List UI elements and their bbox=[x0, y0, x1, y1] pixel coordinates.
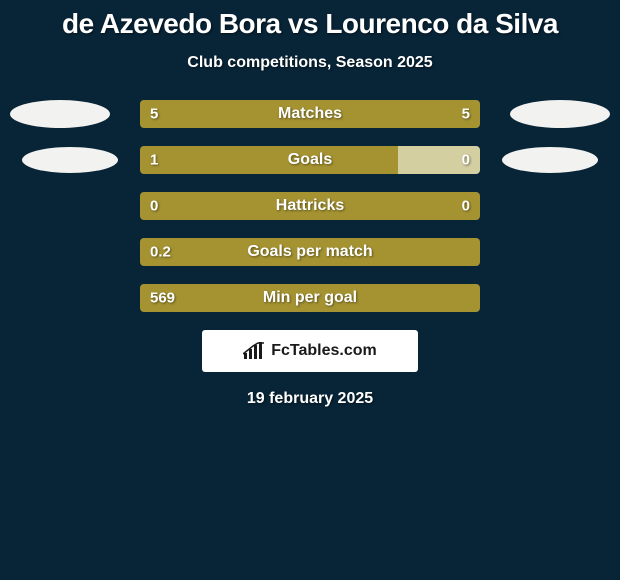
logo-text: FcTables.com bbox=[271, 342, 377, 360]
stat-row: Goals 1 0 bbox=[0, 146, 620, 174]
stat-bar: Goals 1 0 bbox=[140, 146, 480, 174]
stat-label: Hattricks bbox=[276, 197, 344, 215]
stat-value-left: 1 bbox=[150, 152, 158, 169]
stat-label: Goals bbox=[288, 151, 332, 169]
date-label: 19 february 2025 bbox=[0, 390, 620, 408]
player-marker-right bbox=[510, 100, 610, 128]
fctables-logo: FcTables.com bbox=[202, 330, 418, 372]
stat-label: Matches bbox=[278, 105, 342, 123]
comparison-chart: Matches 5 5 Goals 1 0 Hattricks 0 0 Goals per mat… bbox=[0, 100, 620, 312]
stat-row: Matches 5 5 bbox=[0, 100, 620, 128]
stat-value-right: 0 bbox=[462, 152, 470, 169]
subtitle: Club competitions, Season 2025 bbox=[0, 54, 620, 72]
stat-row: Hattricks 0 0 bbox=[0, 192, 620, 220]
stat-value-right: 0 bbox=[462, 198, 470, 215]
stat-label: Min per goal bbox=[263, 289, 357, 307]
stat-bar: Matches 5 5 bbox=[140, 100, 480, 128]
stat-value-right: 5 bbox=[462, 106, 470, 123]
page-title: de Azevedo Bora vs Lourenco da Silva bbox=[0, 0, 620, 40]
stat-bar: Hattricks 0 0 bbox=[140, 192, 480, 220]
player-marker-left bbox=[22, 147, 118, 173]
stat-bar-fill-left bbox=[140, 146, 398, 174]
player-marker-left bbox=[10, 100, 110, 128]
stat-row: Goals per match 0.2 bbox=[0, 238, 620, 266]
player-marker-right bbox=[502, 147, 598, 173]
stat-bar: Goals per match 0.2 bbox=[140, 238, 480, 266]
stat-value-left: 569 bbox=[150, 290, 175, 307]
stat-value-left: 5 bbox=[150, 106, 158, 123]
stat-value-left: 0.2 bbox=[150, 244, 171, 261]
bar-chart-icon bbox=[243, 342, 265, 360]
stat-bar: Min per goal 569 bbox=[140, 284, 480, 312]
stat-value-left: 0 bbox=[150, 198, 158, 215]
stat-label: Goals per match bbox=[247, 243, 372, 261]
stat-row: Min per goal 569 bbox=[0, 284, 620, 312]
